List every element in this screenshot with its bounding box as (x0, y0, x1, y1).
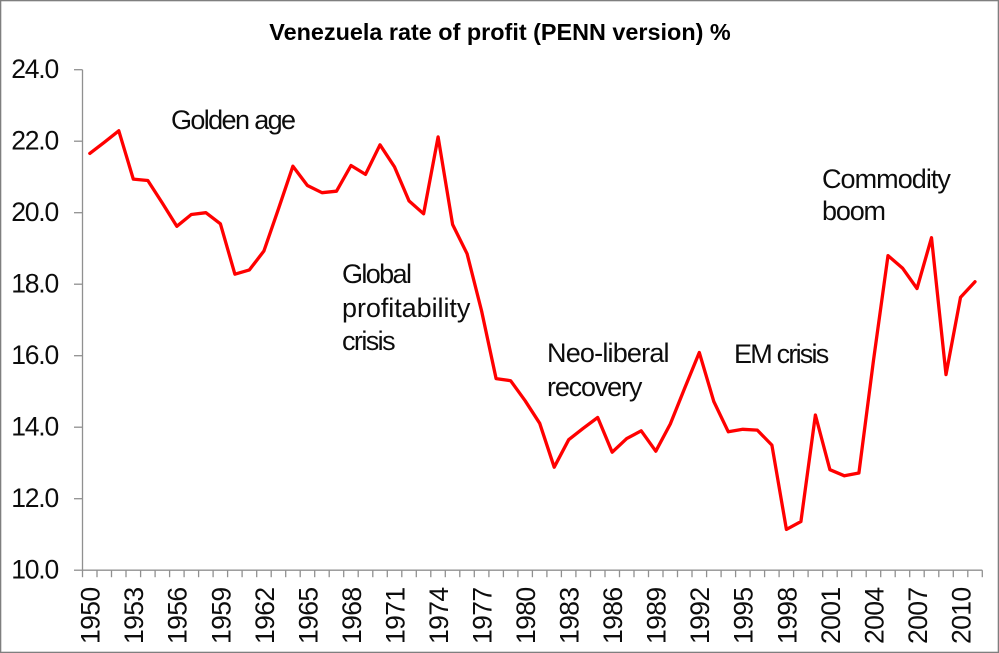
svg-text:24.0: 24.0 (11, 54, 58, 84)
svg-text:1995: 1995 (729, 587, 759, 644)
svg-text:1953: 1953 (119, 587, 149, 644)
svg-text:profitability: profitability (342, 293, 471, 323)
svg-text:Neo-liberal: Neo-liberal (547, 338, 669, 368)
svg-text:1956: 1956 (163, 587, 193, 644)
svg-text:crisis: crisis (342, 326, 395, 356)
svg-text:1950: 1950 (76, 587, 106, 644)
svg-text:2007: 2007 (903, 587, 933, 644)
svg-text:2004: 2004 (859, 587, 889, 644)
svg-text:EM crisis: EM crisis (734, 339, 829, 369)
svg-text:Venezuela rate of profit (PENN: Venezuela rate of profit (PENN version) … (269, 19, 731, 45)
svg-text:2010: 2010 (946, 587, 976, 644)
svg-text:Global: Global (342, 259, 411, 289)
svg-text:2001: 2001 (816, 587, 846, 644)
svg-text:recovery: recovery (547, 372, 643, 402)
svg-text:1965: 1965 (293, 587, 323, 644)
svg-text:1986: 1986 (598, 587, 628, 644)
svg-text:1989: 1989 (642, 587, 672, 644)
svg-text:1968: 1968 (337, 587, 367, 644)
svg-text:18.0: 18.0 (11, 269, 58, 299)
svg-text:Golden age: Golden age (171, 105, 295, 135)
svg-text:20.0: 20.0 (11, 197, 58, 227)
svg-text:1971: 1971 (380, 587, 410, 644)
svg-text:22.0: 22.0 (11, 126, 58, 156)
svg-text:1983: 1983 (555, 587, 585, 644)
svg-text:1977: 1977 (468, 587, 498, 644)
svg-text:12.0: 12.0 (11, 483, 58, 513)
svg-text:1992: 1992 (685, 587, 715, 644)
svg-text:1974: 1974 (424, 587, 454, 644)
svg-text:1959: 1959 (206, 587, 236, 644)
svg-text:Commodity: Commodity (822, 164, 951, 194)
svg-text:boom: boom (822, 196, 885, 226)
svg-text:1980: 1980 (511, 587, 541, 644)
svg-text:1998: 1998 (772, 587, 802, 644)
svg-text:1962: 1962 (250, 587, 280, 644)
svg-text:10.0: 10.0 (11, 555, 58, 585)
svg-text:16.0: 16.0 (11, 340, 58, 370)
svg-text:14.0: 14.0 (11, 412, 58, 442)
